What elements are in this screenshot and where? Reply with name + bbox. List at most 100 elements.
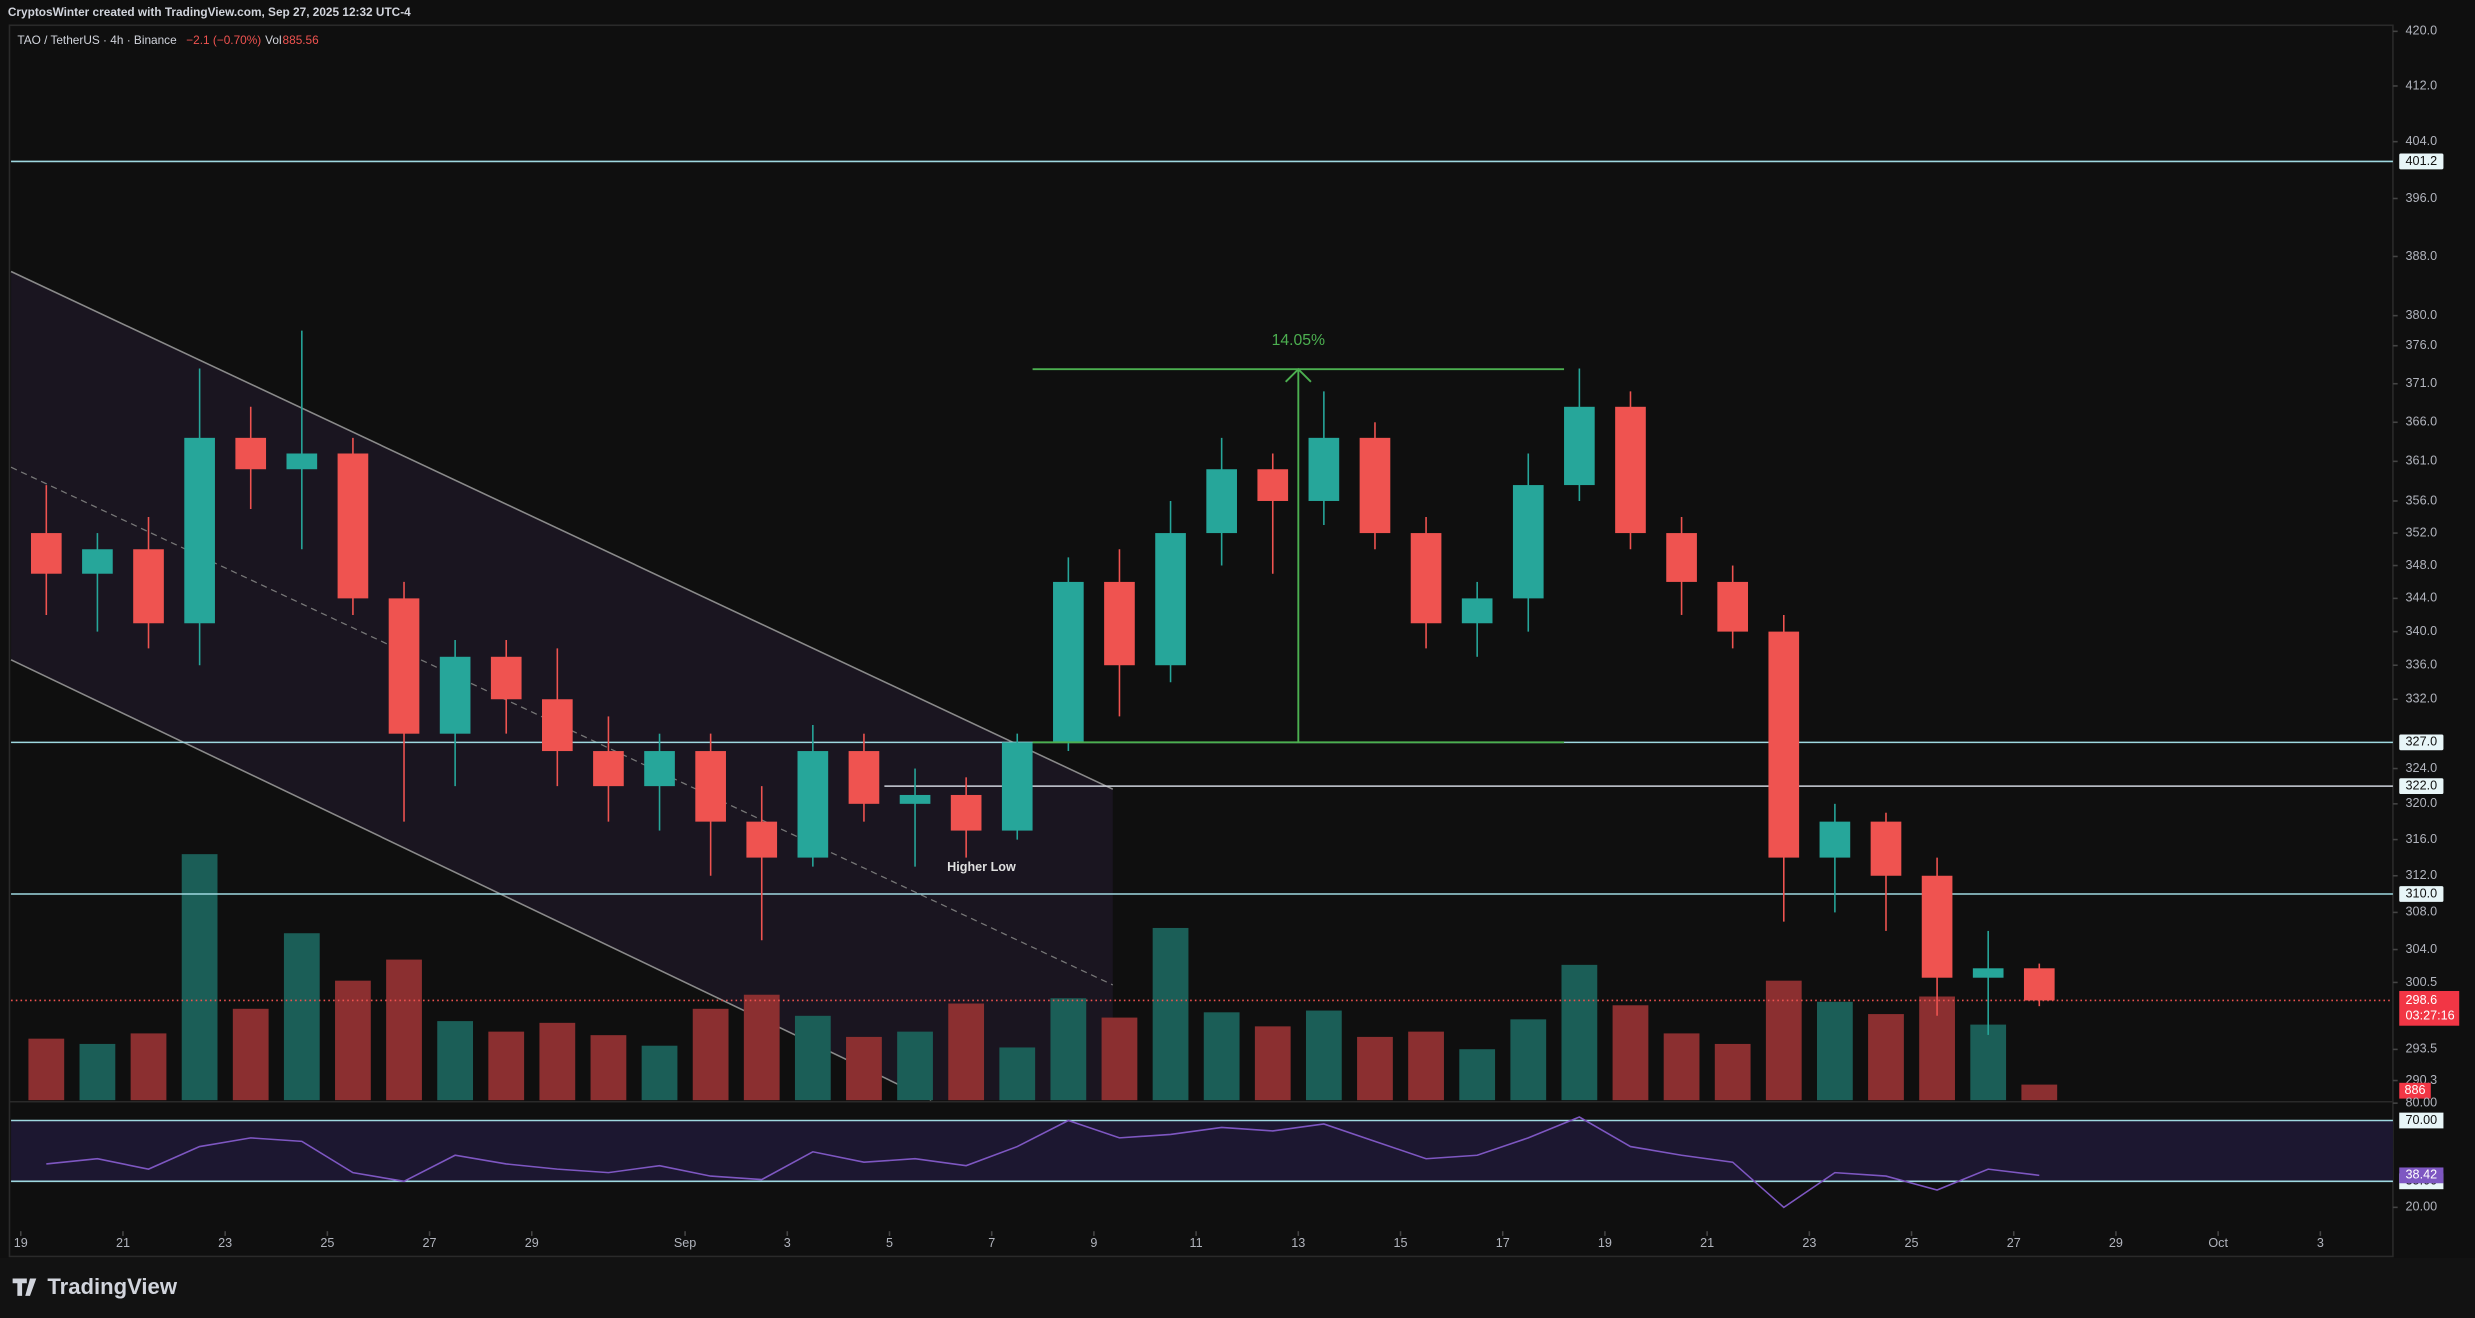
volume-bar xyxy=(1408,1031,1444,1101)
level-tag-label: 310.0 xyxy=(2406,886,2438,900)
candle-body xyxy=(593,751,624,787)
candle-body xyxy=(235,437,267,470)
candle-body xyxy=(388,598,420,734)
x-tick-label: 29 xyxy=(525,1236,539,1250)
plot-frame xyxy=(8,24,2394,1258)
candle-body xyxy=(1359,437,1391,534)
y-tick-label: 361.0 xyxy=(2406,454,2438,468)
x-tick-label: 9 xyxy=(1090,1236,1097,1250)
volume-bar xyxy=(386,959,422,1101)
candle-body xyxy=(797,751,829,858)
x-tick-label: 19 xyxy=(1598,1236,1612,1250)
volume-label: Vol xyxy=(265,33,281,47)
brand-logo xyxy=(12,1278,37,1296)
level-tag xyxy=(2399,778,2444,795)
volume-bar xyxy=(130,1033,167,1101)
volume-bar xyxy=(2021,1084,2058,1101)
footer xyxy=(0,1258,2475,1318)
volume-bar xyxy=(181,854,218,1101)
x-tick-label: Sep xyxy=(674,1236,696,1250)
volume-value: 885.56 xyxy=(283,33,320,47)
volume-bar xyxy=(1765,980,1802,1101)
level-tag-label: 322.0 xyxy=(2406,778,2438,792)
volume-bar xyxy=(1357,1036,1393,1101)
level-tag-label: 401.2 xyxy=(2406,154,2438,168)
candle-body xyxy=(1666,533,1697,582)
candle-body xyxy=(1972,968,2004,978)
level-tag xyxy=(2399,886,2444,902)
y-tick-label: 300.5 xyxy=(2406,975,2438,989)
candle-body xyxy=(1921,875,1953,978)
y-tick-label: 404.0 xyxy=(2406,134,2438,148)
volume-bar xyxy=(1101,1017,1138,1101)
volume-bar xyxy=(335,980,371,1101)
volume-bar xyxy=(1868,1014,1904,1101)
volume-bar xyxy=(1970,1024,2007,1101)
volume-bar xyxy=(743,994,780,1101)
candle-body xyxy=(439,656,471,734)
volume-bar xyxy=(1203,1012,1240,1101)
symbol-title: TAO / TetherUS · 4h · Binance xyxy=(17,33,177,47)
x-tick-label: 15 xyxy=(1394,1236,1408,1250)
candle-body xyxy=(542,699,573,752)
volume-bar xyxy=(437,1021,474,1101)
x-tick-label: 27 xyxy=(2007,1236,2021,1250)
x-tick-label: 23 xyxy=(218,1236,232,1250)
candle-body xyxy=(82,549,113,574)
x-tick-label: 21 xyxy=(116,1236,130,1250)
candle-body xyxy=(184,437,215,624)
x-tick-label: 29 xyxy=(2109,1236,2123,1250)
candle-body xyxy=(1717,581,1749,632)
candle-body xyxy=(1512,485,1544,599)
x-tick-label: 23 xyxy=(1802,1236,1816,1250)
candle-body xyxy=(695,751,726,822)
candle-body xyxy=(30,533,62,574)
volume-bar xyxy=(692,1008,729,1101)
candle-body xyxy=(490,656,522,700)
y-tick-label: 308.0 xyxy=(2406,905,2438,919)
candle-body xyxy=(644,751,675,787)
y-tick-label: 304.0 xyxy=(2406,942,2438,956)
candle-body xyxy=(848,751,880,804)
x-tick-label: 11 xyxy=(1190,1236,1203,1250)
y-tick-label: 340.0 xyxy=(2406,624,2438,638)
measure-arrowhead xyxy=(1285,367,1312,383)
level-tag xyxy=(2399,734,2444,751)
rsi-tick-label: 70.00 xyxy=(2406,1113,2438,1127)
volume-bar xyxy=(1714,1043,1751,1101)
volume-bar xyxy=(1612,1005,1649,1101)
last-volume-label: 886 xyxy=(2404,1083,2425,1097)
x-tick-label: 13 xyxy=(1291,1236,1305,1250)
candle-body xyxy=(1870,821,1902,876)
y-tick-label: 348.0 xyxy=(2406,558,2438,572)
volume-bar xyxy=(1459,1049,1496,1101)
volume-bar xyxy=(283,933,320,1101)
y-tick-label: 356.0 xyxy=(2406,493,2438,507)
volume-bar xyxy=(488,1031,525,1101)
y-tick-label: 320.0 xyxy=(2406,796,2438,810)
candle-body xyxy=(2023,968,2055,1001)
countdown: 03:27:16 xyxy=(2406,1009,2455,1023)
volume-bar xyxy=(1050,998,1087,1101)
volume-bar xyxy=(1663,1033,1700,1101)
candle-body xyxy=(1001,742,1033,831)
x-tick-label: 3 xyxy=(2317,1236,2324,1250)
candle-body xyxy=(1257,469,1289,501)
rsi-tick-label: 80.00 xyxy=(2406,1095,2438,1109)
price-change: −2.1 (−0.70%) xyxy=(186,33,261,47)
volume-bar xyxy=(232,1008,269,1101)
last-price-tag xyxy=(2399,990,2460,1026)
x-tick-label: 17 xyxy=(1496,1236,1510,1250)
y-tick-label: 293.5 xyxy=(2406,1042,2438,1056)
candle-body xyxy=(899,794,931,804)
candle-body xyxy=(1819,821,1851,858)
candle-body xyxy=(950,794,982,831)
candle-body xyxy=(746,821,778,858)
candle-body xyxy=(286,453,318,470)
y-tick-label: 388.0 xyxy=(2406,249,2438,263)
rsi-tick-label: 20.00 xyxy=(2406,1200,2438,1214)
y-tick-label: 380.0 xyxy=(2406,308,2438,322)
candle-body xyxy=(1615,406,1646,534)
x-tick-label: 25 xyxy=(1905,1236,1919,1250)
candle-body xyxy=(1768,631,1800,858)
